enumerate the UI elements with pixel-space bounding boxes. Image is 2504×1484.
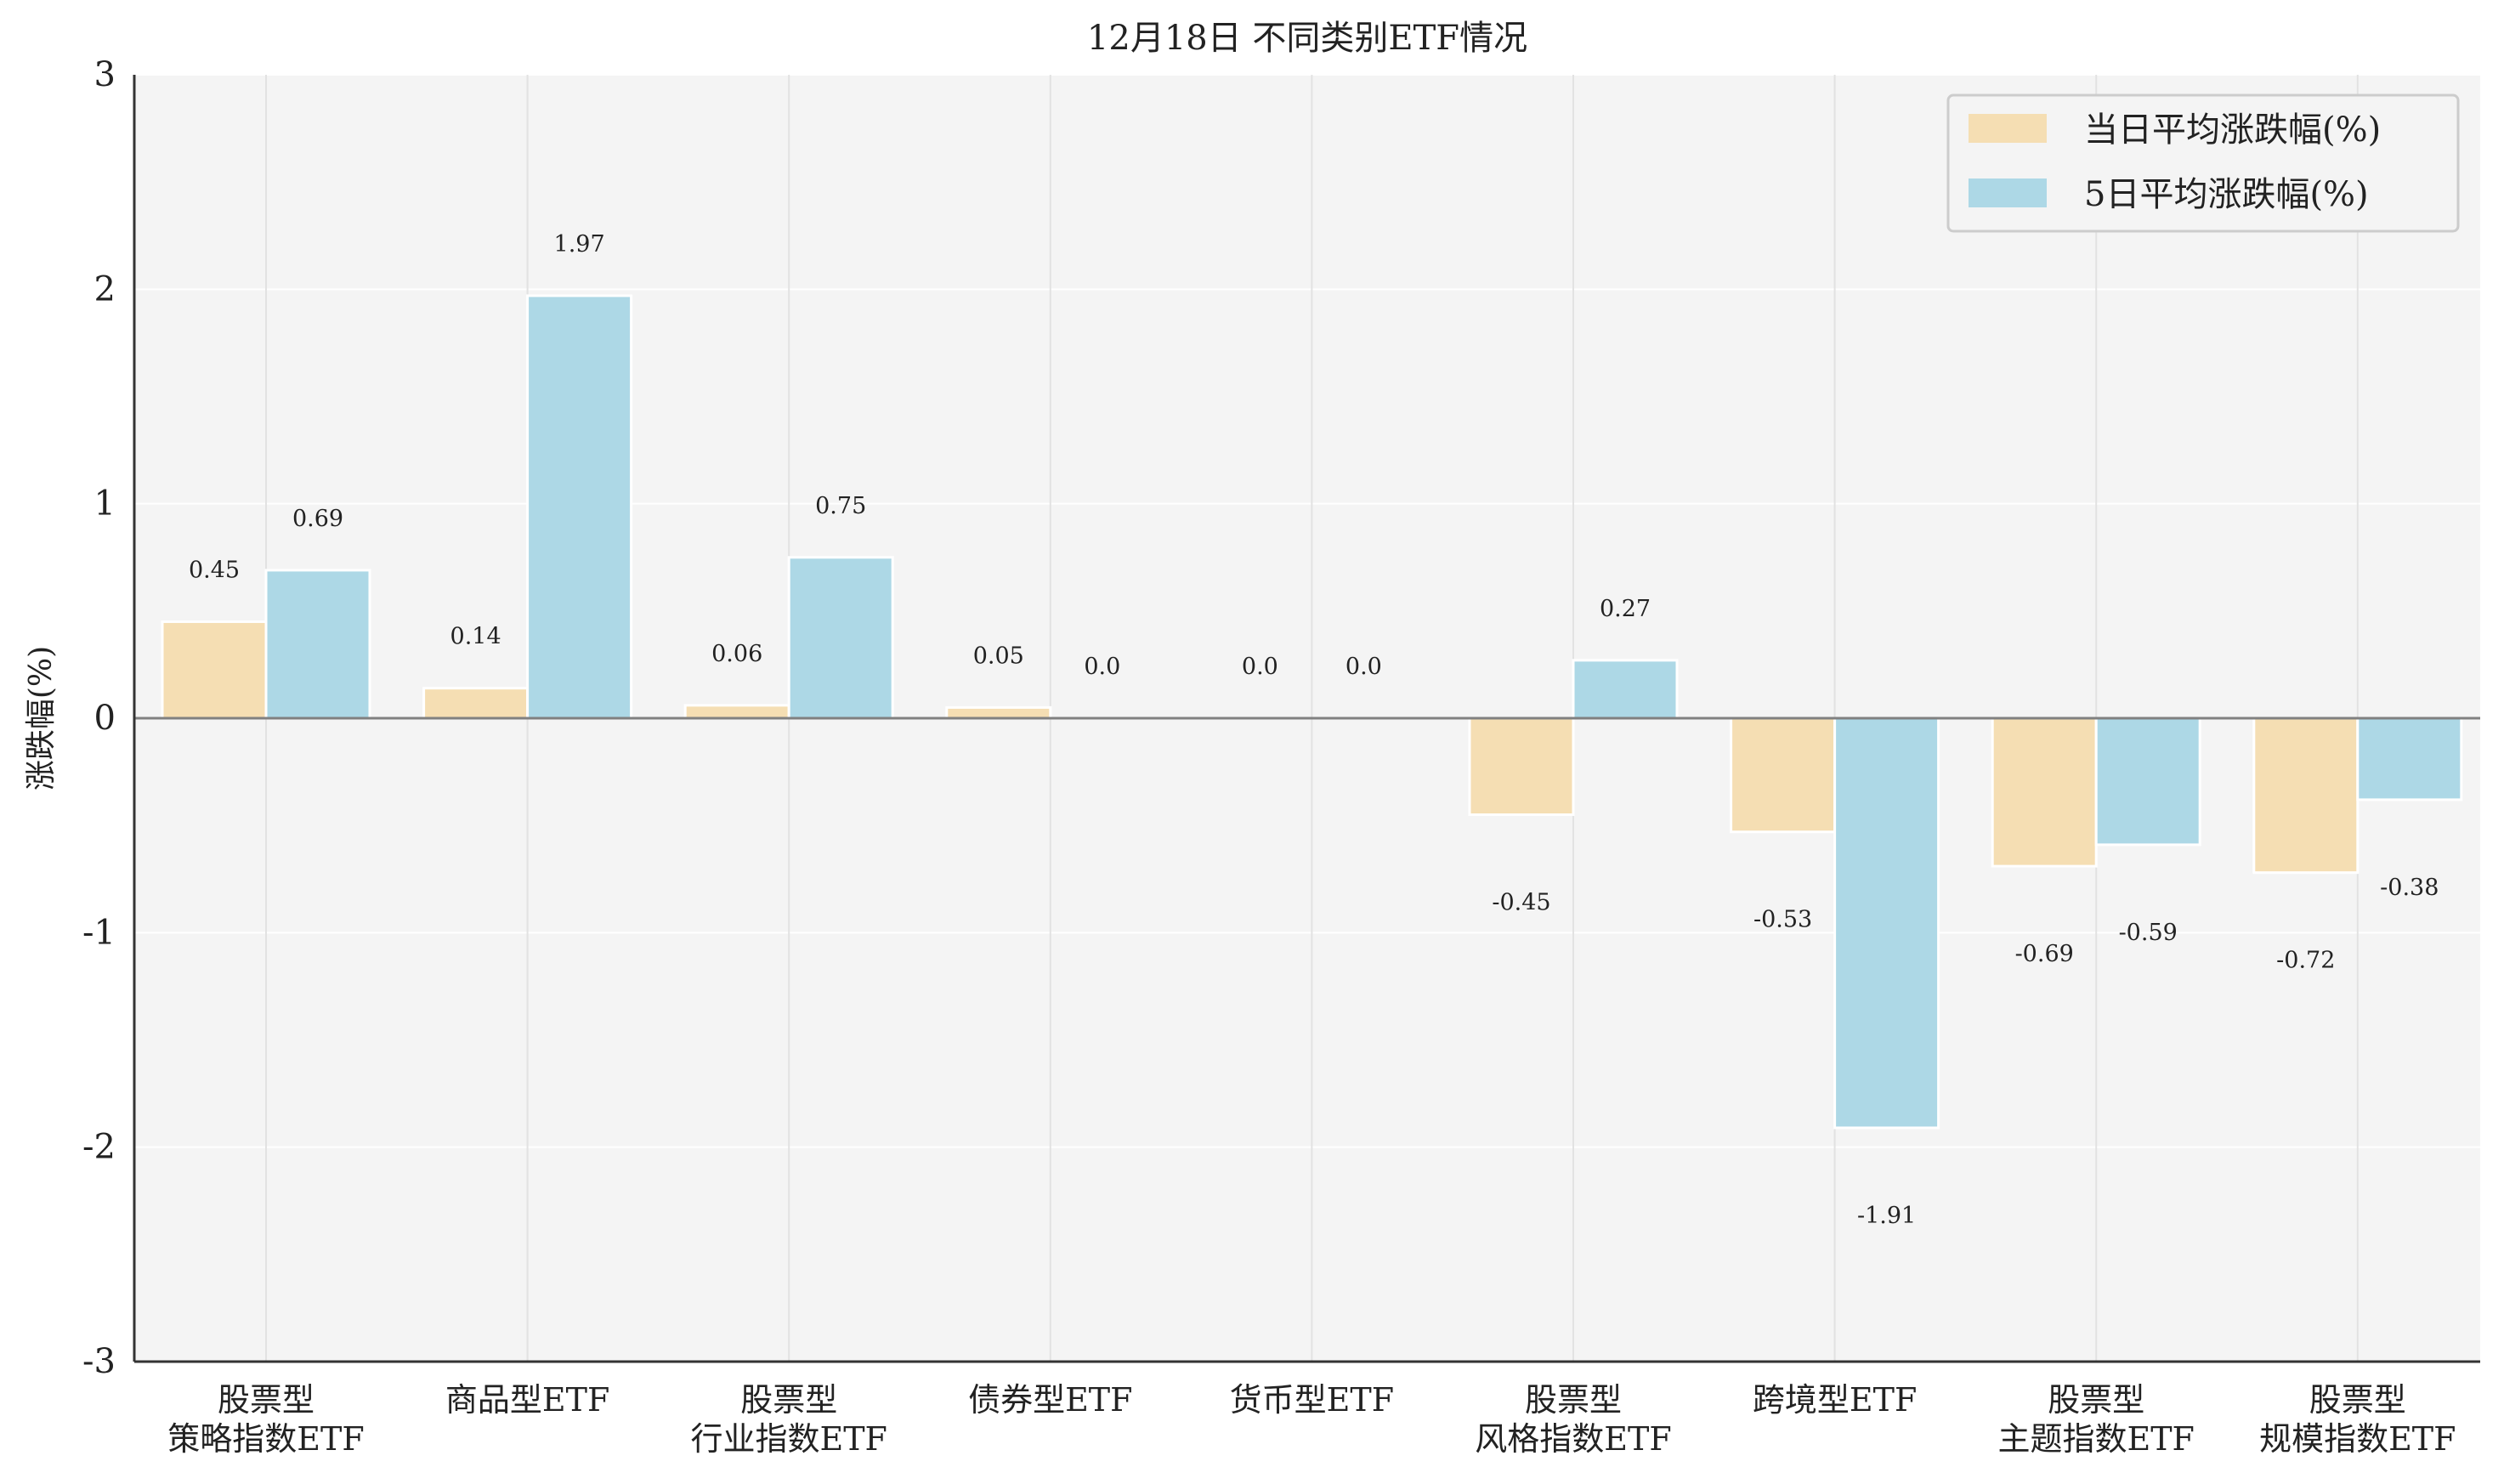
x-tick-label: 股票型策略指数ETF [167, 1381, 364, 1458]
y-tick-label: -1 [82, 913, 116, 952]
bars [161, 294, 2463, 1130]
y-tick-label: 2 [94, 269, 116, 309]
data-label-five-day-6: -1.91 [1857, 1203, 1916, 1229]
data-labels: 0.45 0.14 0.06 0.05 0.0 -0.45 -0.53 -0.69 -0.72 0… [189, 231, 2439, 1229]
data-label-daily-1: 0.14 [450, 624, 501, 650]
data-label-five-day-2: 0.75 [815, 493, 866, 519]
bar-daily-7 [1991, 717, 2098, 868]
y-tick-label: 0 [94, 699, 116, 738]
legend: 当日平均涨跌幅(%) 5日平均涨跌幅(%) [1946, 93, 2460, 233]
axes: 3 2 1 0 -1 -2 -3 股票型策略指数ETF 商品型ETF 股票型行业指数ETF 债券型E… [82, 55, 2480, 1458]
data-label-five-day-7: -0.59 [2119, 920, 2178, 946]
data-label-daily-7: -0.69 [2015, 941, 2074, 967]
bar-five-day-1 [526, 294, 633, 720]
bar-five-day-2 [787, 556, 894, 720]
x-tick-label: 股票型行业指数ETF [690, 1381, 887, 1458]
x-tick-label: 商品型ETF [445, 1381, 609, 1419]
y-tick-label: -2 [82, 1128, 116, 1167]
data-label-five-day-1: 1.97 [554, 231, 605, 258]
legend-box [1946, 93, 2460, 233]
x-tick-label: 跨境型ETF [1753, 1381, 1917, 1419]
data-label-five-day-0: 0.69 [292, 506, 343, 532]
chart-title: 12月18日 不同类别ETF情况 [1087, 19, 1527, 58]
y-tick-label: 3 [94, 55, 116, 94]
x-tick-label: 债券型ETF [968, 1381, 1132, 1419]
data-label-daily-5: -0.45 [1492, 890, 1550, 916]
data-label-daily-8: -0.72 [2276, 948, 2335, 974]
bar-daily-0 [161, 620, 268, 720]
legend-label: 当日平均涨跌幅(%) [2084, 110, 2381, 150]
bar-daily-8 [2252, 717, 2360, 875]
legend-swatch [1969, 178, 2047, 207]
bar-five-day-8 [2356, 717, 2463, 801]
bar-five-day-0 [264, 569, 371, 720]
data-label-daily-0: 0.45 [189, 557, 240, 583]
y-tick-label: -3 [82, 1342, 116, 1381]
bar-daily-6 [1730, 717, 1837, 834]
bar-daily-2 [683, 704, 790, 720]
data-label-daily-3: 0.05 [973, 643, 1024, 669]
x-tick-label: 股票型规模指数ETF [2259, 1381, 2456, 1458]
data-label-five-day-5: 0.27 [1600, 596, 1651, 622]
data-label-five-day-3: 0.0 [1084, 654, 1120, 680]
bar-five-day-6 [1833, 717, 1940, 1130]
data-label-daily-4: 0.0 [1242, 654, 1278, 680]
bar-daily-1 [422, 687, 530, 720]
data-label-daily-6: -0.53 [1753, 907, 1812, 933]
data-label-five-day-8: -0.38 [2380, 875, 2439, 901]
data-label-five-day-4: 0.0 [1345, 654, 1382, 680]
bar-five-day-5 [1572, 659, 1679, 720]
bar-daily-3 [945, 705, 1052, 720]
bar-daily-5 [1468, 717, 1575, 817]
legend-swatch [1969, 114, 2047, 143]
x-tick-label: 股票型主题指数ETF [1997, 1381, 2194, 1458]
y-axis-label: 涨跌幅(%) [24, 646, 59, 790]
data-label-daily-2: 0.06 [711, 641, 762, 667]
x-tick-label: 股票型风格指数ETF [1475, 1381, 1671, 1458]
x-tick-label: 货币型ETF [1230, 1381, 1394, 1419]
y-tick-label: 1 [94, 484, 116, 524]
legend-label: 5日平均涨跌幅(%) [2084, 175, 2369, 214]
bar-five-day-7 [2094, 717, 2201, 847]
